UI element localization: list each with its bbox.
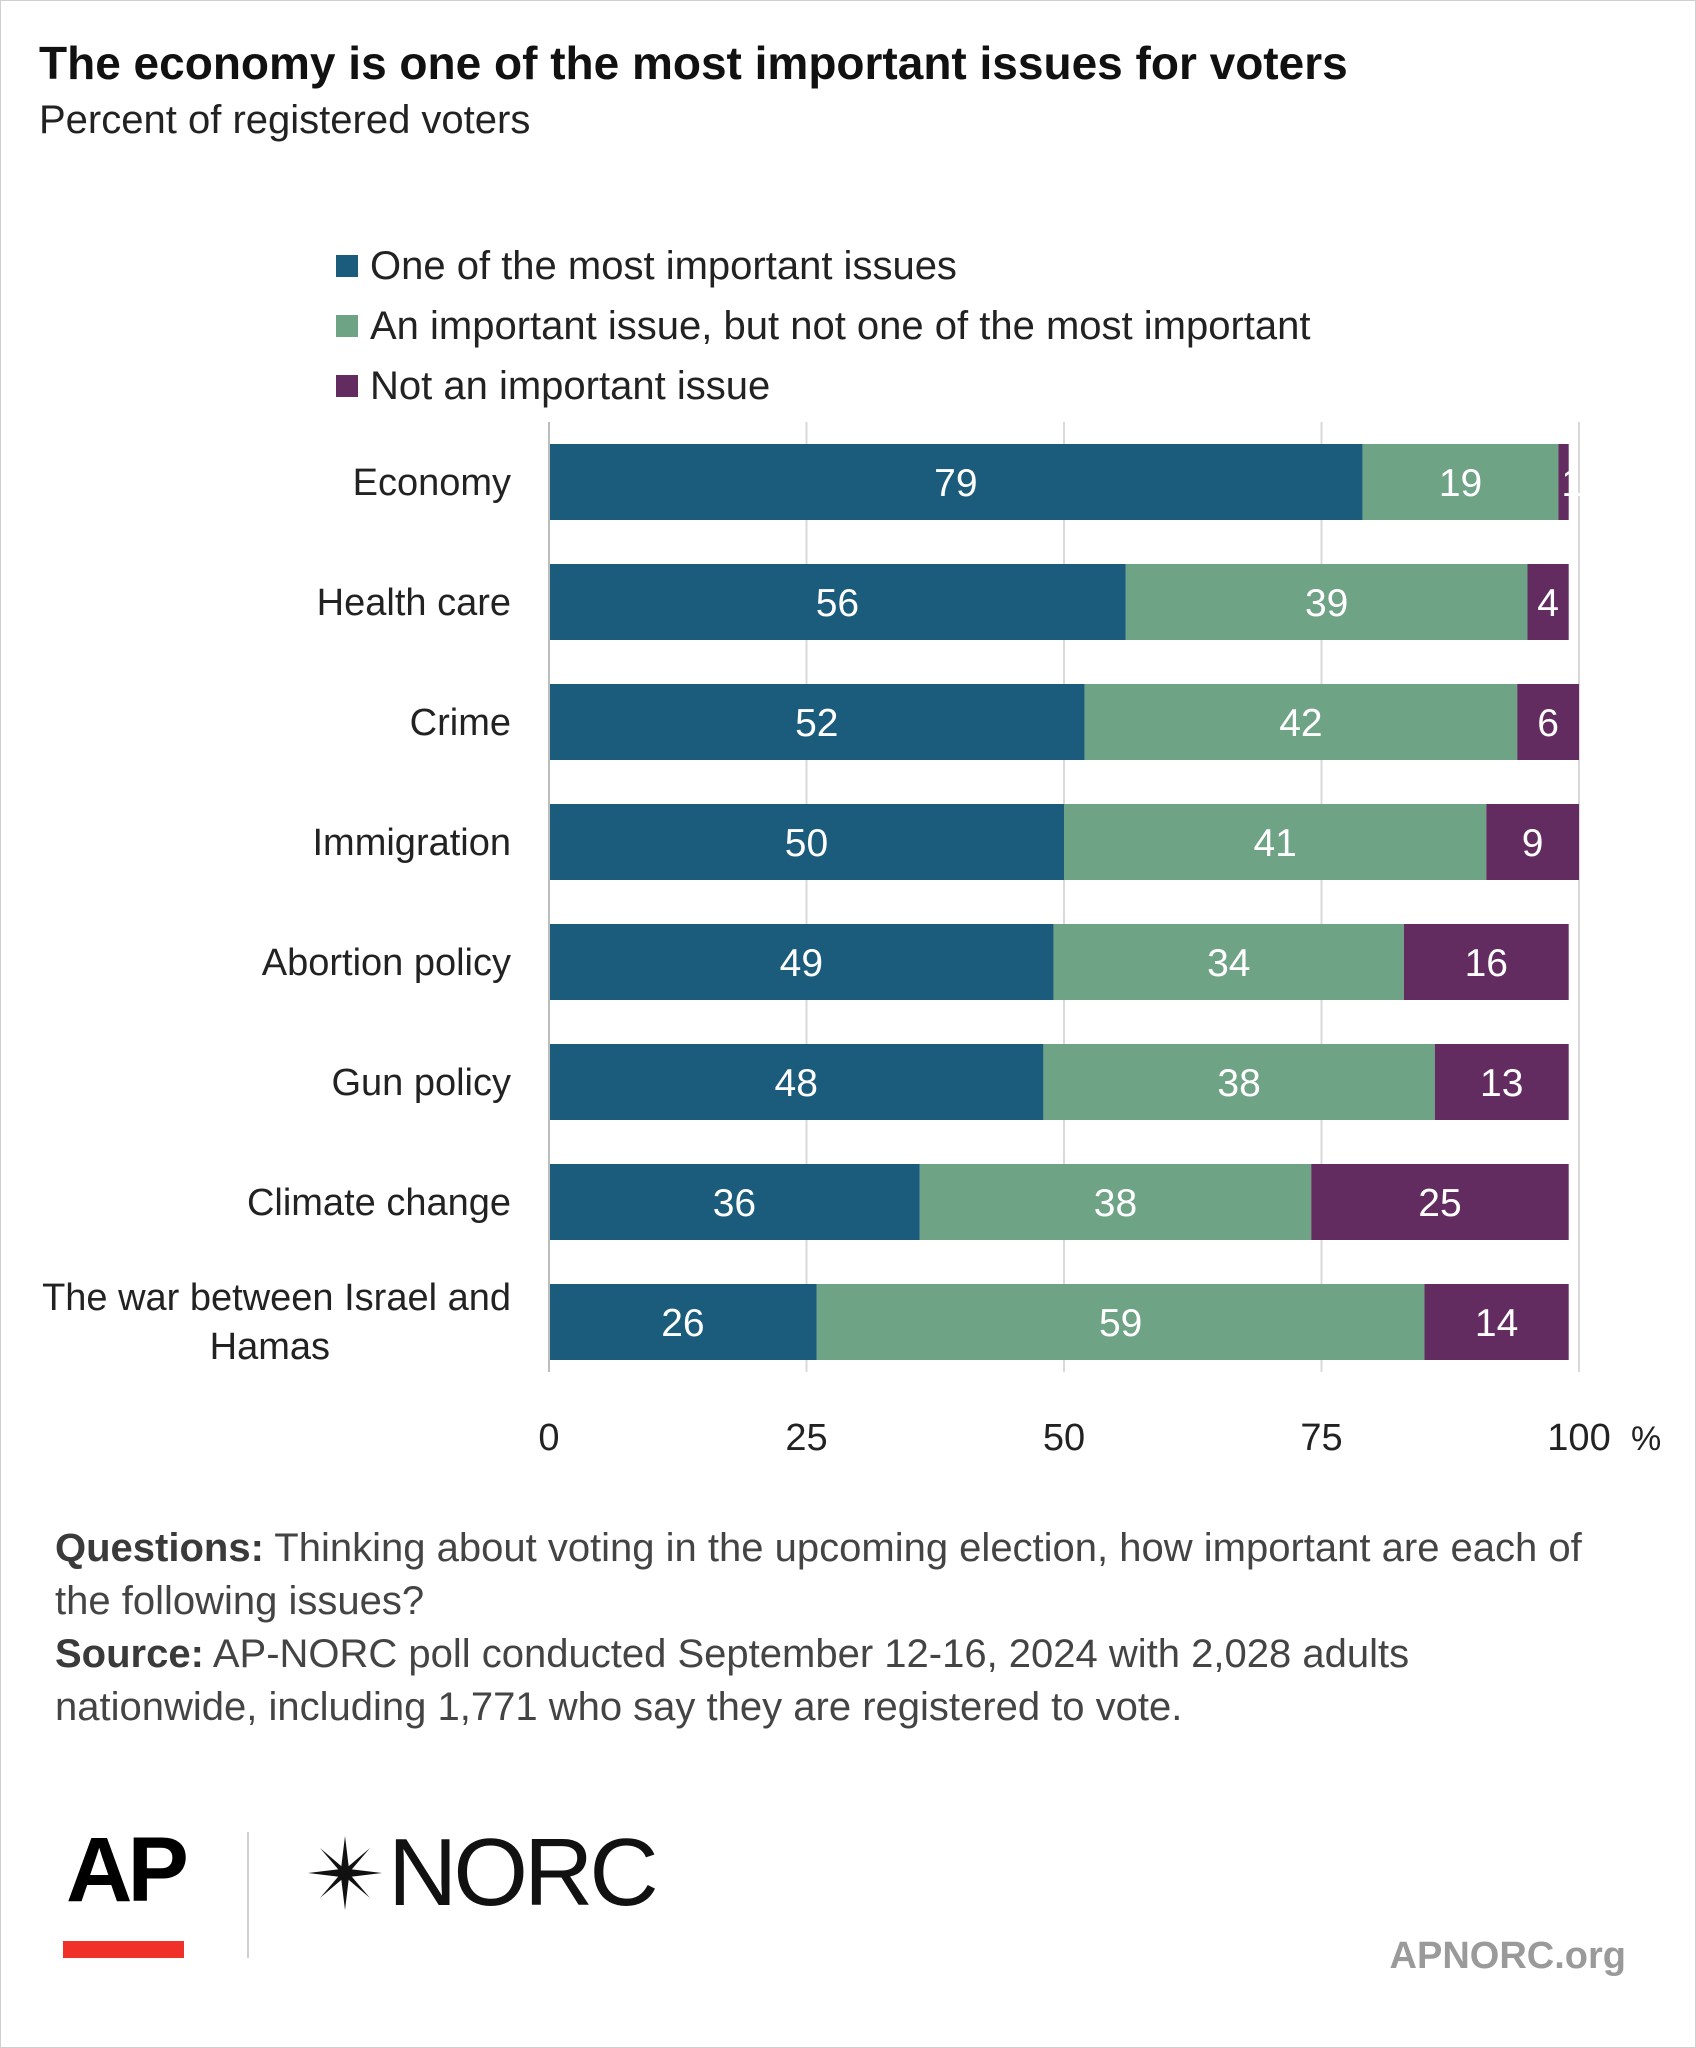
data-label: 49 <box>780 942 823 985</box>
bar-segment <box>1311 1164 1569 1240</box>
category-label: The war between Israel and Hamas <box>42 1277 511 1368</box>
bar-segment <box>549 924 1054 1000</box>
bar-segment <box>919 1164 1312 1240</box>
bar-segment <box>549 1284 817 1360</box>
legend-swatch <box>336 255 358 277</box>
data-label: 19 <box>1439 462 1482 505</box>
legend-item-most-important: One of the most important issues <box>336 236 1311 296</box>
data-label: 38 <box>1217 1062 1260 1105</box>
data-label: 56 <box>816 582 859 625</box>
bar-segment <box>1043 1044 1435 1120</box>
bar-segment <box>1053 924 1404 1000</box>
data-label: 41 <box>1253 822 1296 865</box>
norc-logo-text: NORC <box>388 1819 659 1926</box>
star-burst-icon <box>308 1836 382 1910</box>
data-label: 42 <box>1279 702 1322 745</box>
legend-swatch <box>336 315 358 337</box>
bar-segment <box>549 684 1085 760</box>
data-label: 34 <box>1207 942 1250 985</box>
category-label: Climate change <box>247 1182 511 1224</box>
bar-segment <box>1084 684 1518 760</box>
data-label: 79 <box>934 462 977 505</box>
bar-segment <box>1527 564 1569 640</box>
data-label: 26 <box>661 1302 704 1345</box>
chart-title: The economy is one of the most important… <box>39 37 1348 89</box>
legend-swatch <box>336 375 358 397</box>
x-unit-label: % <box>1631 1420 1661 1458</box>
x-tick-label: 50 <box>1043 1417 1085 1459</box>
bar-segment <box>1424 1284 1569 1360</box>
chart-notes: Questions: Thinking about voting in the … <box>55 1522 1615 1734</box>
category-label: Abortion policy <box>262 942 511 984</box>
source-label: Source: <box>55 1632 204 1676</box>
x-tick-label: 25 <box>785 1417 827 1459</box>
data-label: 52 <box>795 702 838 745</box>
source-text: AP-NORC poll conducted September 12-16, … <box>55 1632 1410 1729</box>
data-label: 14 <box>1475 1302 1518 1345</box>
category-label: Crime <box>410 702 511 744</box>
norc-logo: NORC <box>306 1818 659 1928</box>
stacked-bar-chart: 0 25 50 75 100 % Economy 79 19 1 Health care 56 39 4 C… <box>42 422 1661 1459</box>
data-label: 4 <box>1537 582 1559 625</box>
legend-label: An important issue, but not one of the m… <box>370 303 1311 348</box>
bar-segment <box>549 444 1363 520</box>
bar-segment <box>549 1044 1044 1120</box>
data-label: 9 <box>1522 822 1544 865</box>
data-label: 6 <box>1537 702 1559 745</box>
website-link[interactable]: APNORC.org <box>1389 1935 1626 1977</box>
ap-logo-bar <box>63 1941 184 1958</box>
data-label: 50 <box>785 822 828 865</box>
bar-segment <box>816 1284 1425 1360</box>
data-label: 13 <box>1480 1062 1523 1105</box>
questions-text: Thinking about voting in the upcoming el… <box>55 1526 1582 1623</box>
questions-note: Questions: Thinking about voting in the … <box>55 1522 1615 1628</box>
legend-label: One of the most important issues <box>370 243 957 288</box>
category-label: Health care <box>317 582 511 624</box>
ap-logo: AP <box>66 1819 189 1921</box>
data-label: 48 <box>775 1062 818 1105</box>
bar-segment <box>549 1164 920 1240</box>
legend-label: Not an important issue <box>370 363 771 408</box>
bar-segment <box>549 564 1126 640</box>
category-label: Immigration <box>313 822 512 864</box>
legend-item-important: An important issue, but not one of the m… <box>336 296 1311 356</box>
questions-label: Questions: <box>55 1526 264 1570</box>
bar-segment <box>1125 564 1528 640</box>
chart-subtitle: Percent of registered voters <box>39 98 531 142</box>
source-note: Source: AP-NORC poll conducted September… <box>55 1628 1615 1734</box>
data-label: 59 <box>1099 1302 1142 1345</box>
bar-segment <box>1486 804 1579 880</box>
bar-segment <box>1362 444 1559 520</box>
x-tick-label: 100 <box>1547 1417 1610 1459</box>
legend-item-not-important: Not an important issue <box>336 356 1311 416</box>
logo-divider <box>247 1832 249 1958</box>
bar-segment <box>1558 444 1569 520</box>
bar-segment <box>1064 804 1487 880</box>
category-label: Economy <box>353 462 511 504</box>
bar-segment <box>1517 684 1579 760</box>
category-label: Gun policy <box>331 1062 511 1104</box>
x-tick-label: 75 <box>1300 1417 1342 1459</box>
bar-segment <box>1403 924 1569 1000</box>
x-tick-label: 0 <box>538 1417 559 1459</box>
data-label: 16 <box>1465 942 1508 985</box>
data-label: 36 <box>713 1182 756 1225</box>
bar-segment <box>1434 1044 1569 1120</box>
data-label: 38 <box>1094 1182 1137 1225</box>
bar-segment <box>549 804 1064 880</box>
data-label: 1 <box>1561 462 1583 505</box>
data-label: 25 <box>1418 1182 1461 1225</box>
data-label: 39 <box>1305 582 1348 625</box>
legend: One of the most important issues An impo… <box>336 236 1311 416</box>
